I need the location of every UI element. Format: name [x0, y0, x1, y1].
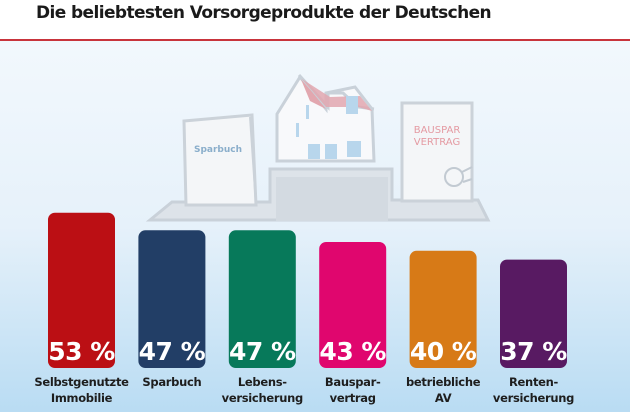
chart-panel: Sparbuch BAUSPAR VERTRAG [0, 41, 630, 412]
value-label: 43 % [319, 337, 386, 366]
sparbuch-book-label: Sparbuch [194, 145, 242, 155]
category-label: betriebliche [406, 375, 481, 389]
podium-center-block [276, 177, 388, 221]
value-label: 40 % [410, 337, 477, 366]
category-label: Lebens- [238, 375, 287, 389]
bar-6 [500, 259, 567, 368]
category-label: Sparbuch [142, 375, 201, 389]
value-label: 47 % [229, 337, 296, 366]
bar-2 [138, 230, 206, 368]
bar-5 [409, 250, 477, 368]
category-label: Bauspar- [325, 375, 381, 389]
category-label: Renten- [509, 375, 559, 389]
category-label: Immobilie [51, 391, 113, 405]
category-label: versicherung [493, 391, 574, 405]
sparbuch-book-icon: Sparbuch [182, 113, 258, 207]
bar-3 [228, 230, 296, 368]
bar-4 [319, 242, 387, 368]
contract-label-line2: VERTRAG [414, 137, 460, 148]
chart-title: Die beliebtesten Vorsorgeprodukte der De… [36, 3, 492, 23]
category-label: vertrag [330, 391, 376, 405]
bar-chart: Sparbuch BAUSPAR VERTRAG [34, 73, 574, 405]
house-icon [275, 73, 376, 163]
bars-group: 53 % Selbstgenutzte Immobilie 47 % Sparbuch 4… [34, 212, 574, 405]
header: Die beliebtesten Vorsorgeprodukte der De… [0, 0, 630, 40]
category-label: AV [435, 391, 452, 405]
bausparvertrag-document-icon: BAUSPAR VERTRAG [400, 101, 474, 203]
category-label: versicherung [222, 391, 303, 405]
value-label: 47 % [139, 337, 206, 366]
category-label: Selbstgenutzte [34, 375, 129, 389]
contract-label-line1: BAUSPAR [414, 125, 461, 136]
value-label: 37 % [500, 337, 567, 366]
title-divider [0, 39, 630, 41]
value-label: 53 % [48, 337, 115, 366]
podium-illustration: Sparbuch BAUSPAR VERTRAG [145, 73, 491, 222]
bar-1 [48, 212, 115, 368]
